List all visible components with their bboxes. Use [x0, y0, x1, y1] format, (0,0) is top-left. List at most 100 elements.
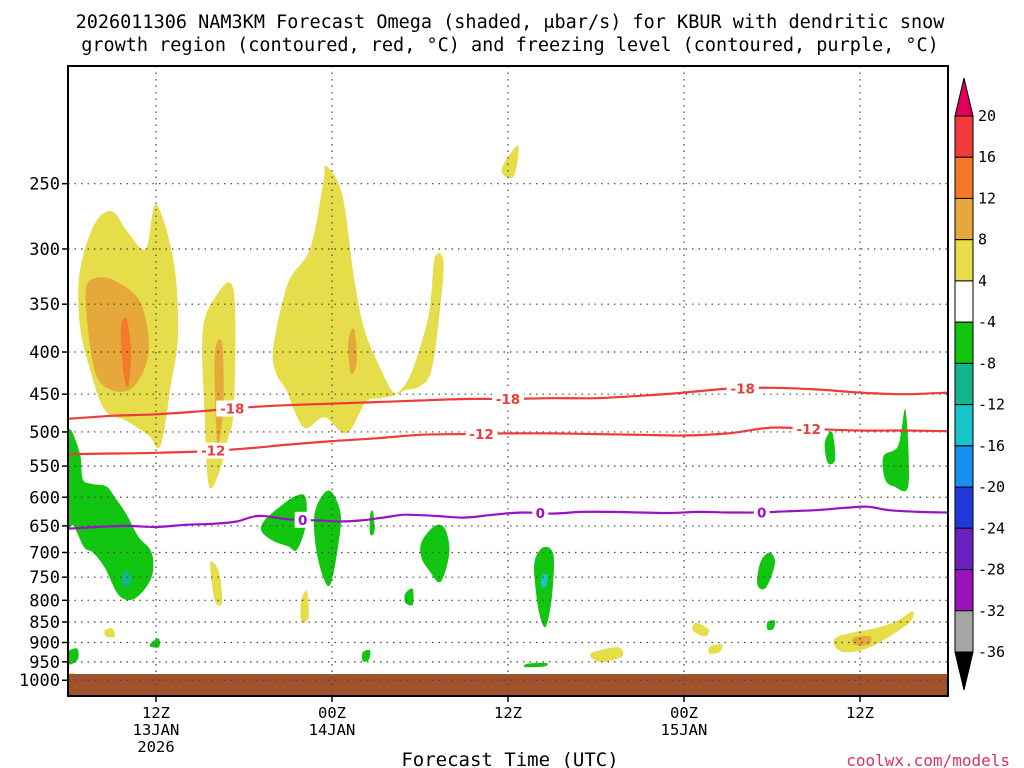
- omega-region-upward-4-6: [272, 165, 444, 434]
- omega-region-upward-8-4: [214, 339, 224, 448]
- freezing-level-contour-label-bg-0: [294, 511, 311, 528]
- dendritic-contour-12-label-1: -12: [469, 427, 493, 443]
- omega-region-upward-4-16: [300, 590, 309, 623]
- x-tick-label-42-1: 00Z: [670, 704, 698, 722]
- x-tick-label-30-1: 12Z: [494, 704, 522, 722]
- colorbar-label-1: 16: [978, 148, 996, 166]
- freezing-level-contour-label-bg-2: [753, 504, 770, 521]
- chart-title-line1: 2026011306 NAM3KM Forecast Omega (shaded…: [76, 12, 946, 33]
- colorbar-bin-2: [954, 156, 974, 199]
- colorbar-bottom-arrow: [954, 651, 974, 691]
- colorbar-bin-12: [954, 569, 974, 612]
- omega-region-downward-4-34: [149, 638, 160, 648]
- colorbar-bin-6: [954, 321, 974, 364]
- y-tick-label-350: 350: [29, 295, 60, 315]
- omega-region-downward-4-35: [361, 649, 371, 662]
- x-tick-label-42-2: 15JAN: [661, 721, 708, 739]
- omega-region-downward-4-23: [260, 494, 307, 551]
- omega-region-downward-4-32: [824, 431, 836, 465]
- chart-title-line2: growth region (contoured, red, °C) and f…: [81, 35, 939, 56]
- omega-region-upward-4-17: [692, 622, 710, 637]
- omega-region-downward-8-22: [121, 571, 132, 587]
- omega-shading: [68, 145, 914, 684]
- omega-region-downward-4-30: [757, 552, 775, 590]
- omega-region-upward-12-2: [120, 317, 132, 388]
- temperature-contours: -18 -18 -18 -12 -12 -12 0 0 0: [67, 380, 949, 530]
- colorbar-label-8: -16: [978, 437, 1005, 455]
- omega-region-upward-4-18: [708, 644, 723, 654]
- y-tick-label-450: 450: [29, 385, 60, 405]
- colorbar-label-10: -24: [978, 519, 1005, 537]
- y-tick-label-550: 550: [29, 457, 60, 477]
- y-tick-label-250: 250: [29, 175, 60, 195]
- omega-region-downward-4-36: [523, 662, 548, 668]
- colorbar-bin-5: [954, 280, 974, 323]
- freezing-level-contour-line: [67, 505, 949, 530]
- dendritic-contour-18-label-1: -18: [496, 392, 520, 408]
- omega-region-upward-4-8: [501, 145, 519, 179]
- y-tick-label-1000: 1000: [19, 671, 60, 691]
- dendritic-contour-12-label-bg-0: [197, 442, 230, 459]
- y-tick-label-500: 500: [29, 423, 60, 443]
- omega-region-downward-4-26: [420, 524, 450, 583]
- colorbar-label-0: 20: [978, 107, 996, 125]
- colorbar-label-7: -12: [978, 396, 1005, 414]
- colorbar-bin-11: [954, 527, 974, 571]
- y-tick-label-900: 900: [29, 633, 60, 653]
- colorbar-label-5: -4: [978, 313, 996, 331]
- plot-area: -18 -18 -18 -12 -12 -12 0 0 0: [67, 65, 949, 697]
- omega-region-upward-4-5: [210, 561, 223, 606]
- colorbar-bin-9: [954, 445, 974, 488]
- freezing-level-contour-label-0: 0: [298, 513, 307, 529]
- colorbar-top-arrow: [954, 77, 974, 117]
- omega-region-upward-8-7: [348, 328, 357, 375]
- colorbar-label-2: 12: [978, 189, 996, 207]
- x-tick-label-18-2: 14JAN: [309, 721, 356, 739]
- omega-region-upward-4-14: [590, 647, 624, 662]
- y-tick-label-750: 750: [29, 568, 60, 588]
- colorbar-bin-8: [954, 404, 974, 447]
- omega-region-downward-4-33: [68, 648, 79, 665]
- colorbar-bin-10: [954, 486, 974, 529]
- colorbar-bin-7: [954, 362, 974, 406]
- y-tick-label-300: 300: [29, 240, 60, 260]
- y-tick-label-850: 850: [29, 613, 60, 633]
- freezing-level-contour-label-2: 0: [757, 505, 766, 521]
- dendritic-contour-12-label-bg-1: [465, 425, 498, 442]
- watermark: coolwx.com/models: [846, 751, 1010, 768]
- colorbar-bin-3: [954, 197, 974, 241]
- dendritic-contour-18-label-bg-1: [492, 390, 524, 407]
- freezing-level-contour-label-bg-1: [532, 505, 549, 522]
- colorbar: 20 16 12 8 4 -4 -8 -12 -16 -20 -24 -28 -32 -36: [954, 77, 1005, 691]
- colorbar-label-13: -36: [978, 643, 1005, 661]
- omega-region-downward-4-24: [313, 490, 342, 587]
- omega-region-upward-8-13: [852, 635, 872, 646]
- dendritic-contour-18-label-2: -18: [730, 381, 754, 397]
- x-tick-label-18-1: 00Z: [318, 704, 346, 722]
- omega-region-downward-4-25: [369, 510, 375, 536]
- y-axis-pressure: 2503003504004505005506006507007508008509…: [19, 175, 68, 691]
- x-tick-label-54-1: 12Z: [846, 704, 874, 722]
- y-tick-label-400: 400: [29, 343, 60, 363]
- colorbar-label-6: -8: [978, 354, 996, 372]
- dendritic-contour-18-label-bg-0: [216, 400, 249, 417]
- omega-region-downward-4-21: [68, 429, 154, 601]
- y-tick-label-950: 950: [29, 653, 60, 673]
- x-axis-label: Forecast Time (UTC): [401, 749, 618, 768]
- dendritic-contour-12-label-2: -12: [796, 422, 820, 438]
- omega-region-upward-4-20: [104, 627, 116, 638]
- colorbar-bin-13: [954, 610, 974, 653]
- y-tick-label-800: 800: [29, 591, 60, 611]
- colorbar-label-12: -32: [978, 602, 1005, 620]
- colorbar-bin-4: [954, 239, 974, 282]
- omega-region-downward-4-27: [404, 588, 414, 606]
- gridlines: [68, 66, 948, 696]
- colorbar-label-9: -20: [978, 478, 1005, 496]
- y-tick-label-600: 600: [29, 488, 60, 508]
- y-tick-label-650: 650: [29, 517, 60, 537]
- colorbar-label-11: -28: [978, 561, 1005, 579]
- colorbar-bin-1: [954, 115, 974, 158]
- colorbar-label-4: 4: [978, 272, 987, 290]
